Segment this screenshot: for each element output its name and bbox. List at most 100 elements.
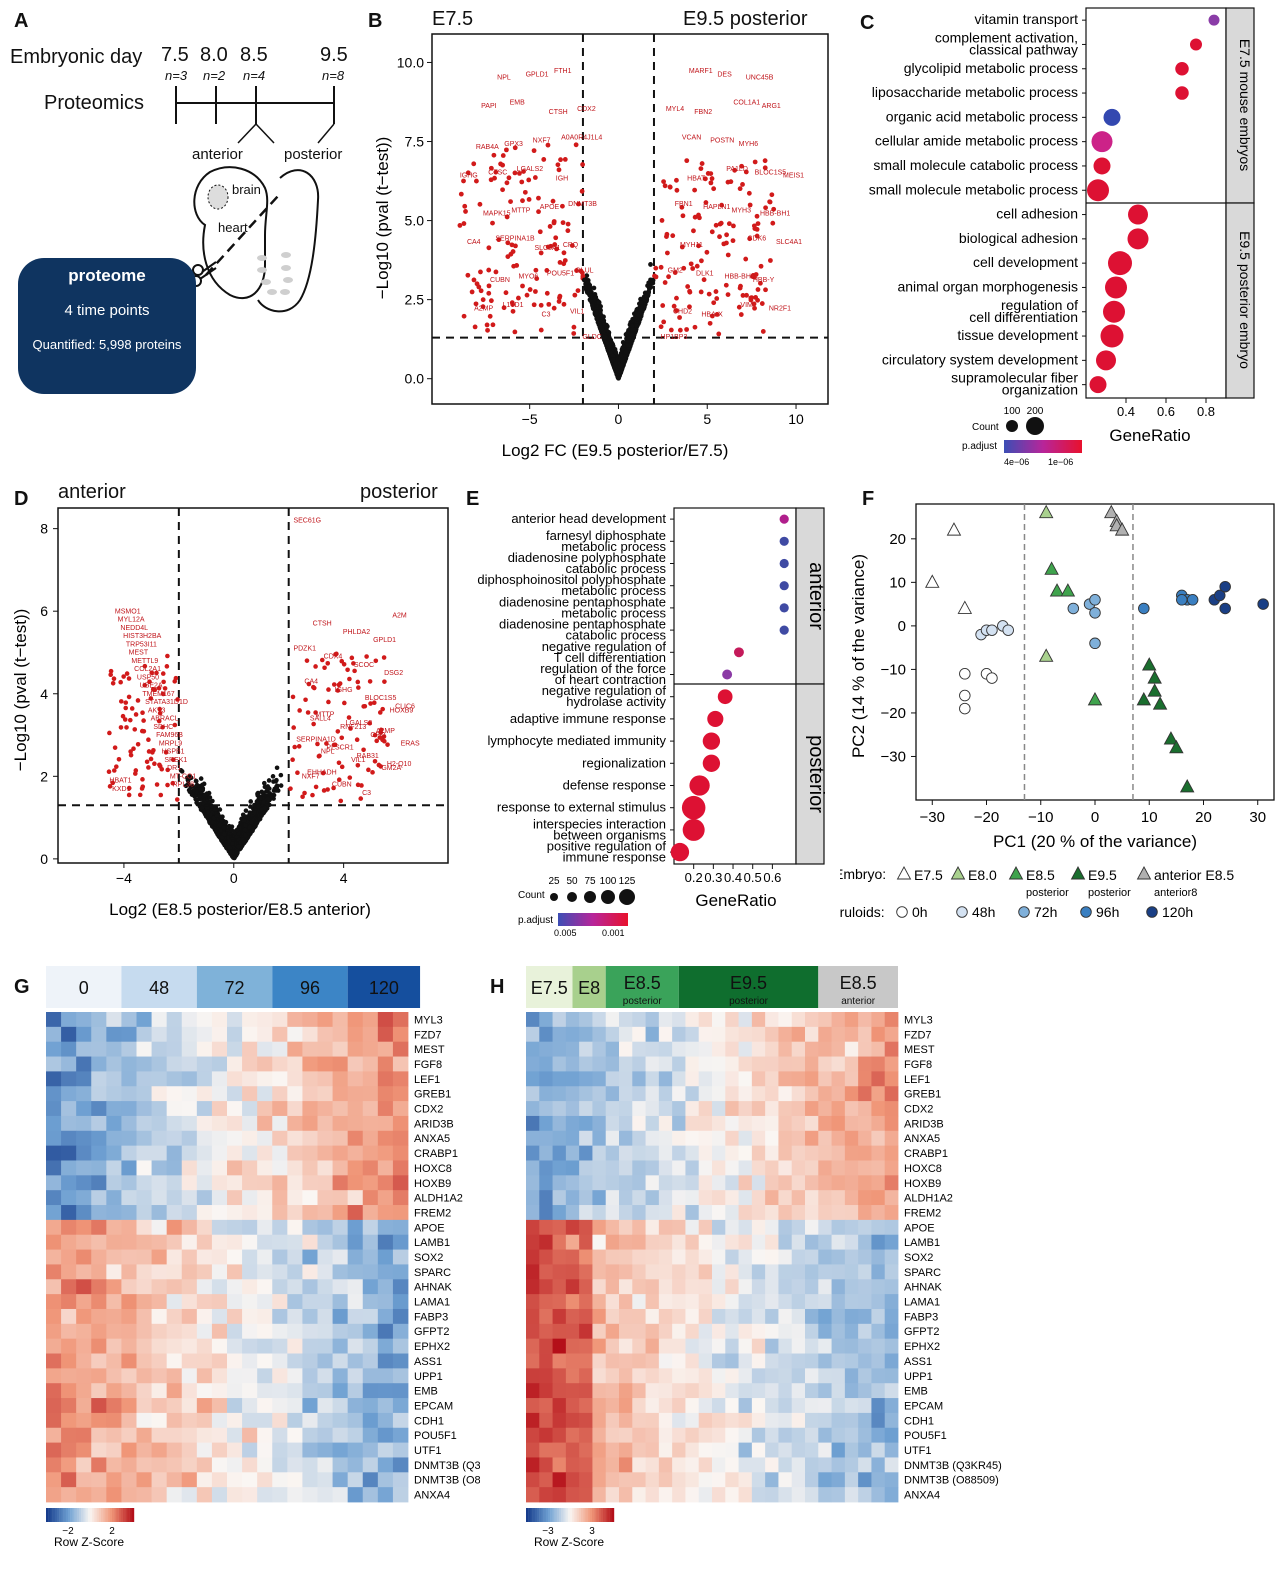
heatmap-cell bbox=[136, 1412, 152, 1429]
heatmap-cell bbox=[136, 1205, 152, 1221]
volcano-d-point bbox=[106, 769, 112, 774]
heatmap-cell bbox=[242, 1130, 258, 1147]
heatmap-cell bbox=[257, 1368, 273, 1384]
heatmap-cell bbox=[332, 1101, 349, 1117]
volcano-b-point bbox=[627, 336, 633, 341]
heatmap-cell bbox=[46, 1056, 62, 1072]
volcano-b-gene-label: C3 bbox=[542, 312, 551, 319]
heatmap-cell bbox=[151, 1323, 168, 1340]
volcano-d-point bbox=[164, 664, 170, 669]
volcano-b-gene-label: NR2F1 bbox=[769, 305, 791, 312]
heatmap-cell bbox=[76, 1338, 92, 1354]
heatmap-cell bbox=[272, 1056, 288, 1072]
volcano-d-point bbox=[228, 849, 233, 854]
heatmap-cell bbox=[46, 1086, 62, 1102]
heatmap-cell bbox=[392, 1353, 409, 1369]
volcano-d-gene-label: COL2A1 bbox=[134, 666, 161, 673]
volcano-b-point bbox=[713, 222, 719, 228]
heatmap-cell bbox=[392, 1308, 409, 1325]
heatmap-cell bbox=[257, 1190, 273, 1206]
heatmap-cell bbox=[46, 1308, 62, 1325]
volcano-d-point bbox=[243, 808, 249, 813]
cut-line bbox=[205, 195, 279, 276]
heatmap-cell bbox=[166, 1041, 183, 1057]
volcano-d-point bbox=[243, 832, 248, 838]
volcano-b-point bbox=[770, 220, 776, 226]
heatmap-cell bbox=[196, 1294, 213, 1310]
heatmap-cell bbox=[287, 1294, 303, 1310]
heatmap-cell bbox=[91, 1368, 107, 1384]
volcano-b-point bbox=[517, 170, 522, 176]
heatmap-cell bbox=[196, 1115, 213, 1132]
heatmap-cell bbox=[136, 1026, 152, 1043]
heatmap-cell bbox=[151, 1115, 168, 1132]
heatmap-cell bbox=[91, 1249, 107, 1265]
volcano-b-gene-label: CHD2 bbox=[673, 308, 692, 315]
heatmap-cell bbox=[106, 1190, 122, 1206]
dotplot-e-padj-gradient bbox=[558, 913, 628, 926]
volcano-b-xtick: 10 bbox=[788, 411, 804, 427]
volcano-d-point bbox=[362, 703, 368, 709]
heatmap-cell bbox=[287, 1234, 303, 1250]
heatmap-cell bbox=[61, 1190, 77, 1206]
heatmap-cell bbox=[227, 1012, 243, 1028]
volcano-b-point bbox=[763, 287, 768, 293]
heatmap-cell bbox=[362, 1086, 379, 1102]
dotplot-dot bbox=[1175, 62, 1189, 76]
heatmap-cell bbox=[272, 1368, 288, 1384]
volcano-d-gene-label: ERAS bbox=[401, 740, 420, 747]
heatmap-cell bbox=[151, 1353, 168, 1369]
volcano-d-gene-label: IGHG bbox=[335, 687, 353, 694]
heatmap-cell bbox=[46, 1338, 62, 1354]
volcano-d-gene-label: HSPB1 bbox=[162, 749, 185, 756]
heatmap-cell bbox=[151, 1145, 168, 1161]
dotplot-term-label: hydrolase activity bbox=[566, 694, 666, 709]
heatmap-cell bbox=[362, 1041, 379, 1057]
volcano-b-point bbox=[514, 263, 520, 268]
volcano-b-point bbox=[544, 290, 550, 296]
heatmap-cell bbox=[181, 1130, 198, 1147]
heatmap-cell bbox=[61, 1427, 77, 1444]
heatmap-cell bbox=[121, 1249, 137, 1265]
heatmap-cell bbox=[181, 1205, 198, 1221]
heatmap-group-label: 96 bbox=[300, 978, 320, 998]
heatmap-cell bbox=[91, 1412, 107, 1429]
volcano-b-point bbox=[527, 287, 533, 292]
volcano-d-point bbox=[139, 728, 145, 734]
heatmap-cell bbox=[227, 1145, 243, 1161]
volcano-b-point bbox=[736, 304, 742, 310]
volcano-d-point bbox=[107, 730, 112, 736]
heatmap-cell bbox=[317, 1427, 333, 1444]
heatmap-cell bbox=[242, 1383, 258, 1399]
volcano-b-point bbox=[548, 243, 554, 249]
volcano-d-point bbox=[305, 710, 311, 715]
dotplot-term-label: regionalization bbox=[582, 755, 666, 770]
pca-point bbox=[1136, 691, 1152, 706]
volcano-d-point bbox=[148, 756, 154, 762]
volcano-d-point bbox=[197, 802, 202, 808]
heatmap-cell bbox=[91, 1130, 107, 1147]
volcano-d-point bbox=[116, 756, 122, 762]
heatmap-cell bbox=[136, 1294, 152, 1310]
day-8-5-n: n=4 bbox=[243, 68, 266, 83]
dotplot-term-label: glycolipid metabolic process bbox=[904, 60, 1078, 76]
volcano-d-point bbox=[324, 741, 329, 746]
pca-legend-gastro-label: 0h bbox=[912, 904, 928, 920]
volcano-d-point bbox=[226, 823, 232, 829]
heatmap-cell bbox=[347, 1279, 364, 1295]
dotplot-term-label: small molecule metabolic process bbox=[869, 181, 1078, 197]
heatmap-cell bbox=[287, 1353, 303, 1369]
heatmap-cell bbox=[377, 1012, 394, 1028]
heatmap-cell bbox=[181, 1338, 198, 1354]
heatmap-cell bbox=[181, 1279, 198, 1295]
heatmap-cell bbox=[61, 1323, 77, 1340]
heatmap-cell bbox=[227, 1294, 243, 1310]
heatmap-cell bbox=[181, 1457, 198, 1473]
volcano-b-xlabel: Log2 FC (E9.5 posterior/E7.5) bbox=[502, 441, 729, 460]
heatmap-cell bbox=[242, 1145, 258, 1161]
dotplot-c-count-100: 100 bbox=[1004, 406, 1021, 417]
volcano-d-gene-label: LGALS2 bbox=[346, 720, 373, 727]
pca-legend-embryo-label: E8.5 bbox=[1026, 867, 1055, 883]
volcano-b-point bbox=[623, 349, 629, 355]
volcano-d-point bbox=[372, 732, 378, 738]
